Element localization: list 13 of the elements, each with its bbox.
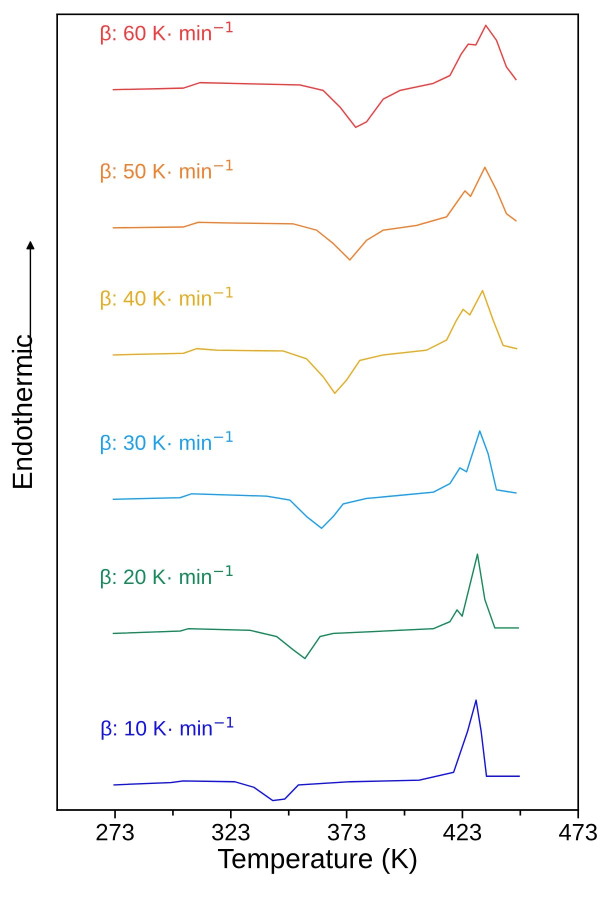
x-tick-label: 273 (96, 824, 134, 841)
x-tick-label: 323 (212, 824, 250, 841)
x-axis-title: Temperature (K) (218, 848, 416, 874)
series-label: β: 40 K· min$^{−1}$ (100, 286, 233, 310)
series-label: β: 60 K· min$^{−1}$ (100, 22, 233, 45)
text: β: 10 K· min$^{−1}$ (102, 716, 234, 740)
series-label: β: 50 K· min$^{−1}$ (100, 160, 233, 183)
series-label: β: 30 K· min$^{−1}$ (100, 431, 233, 454)
series-label: β: 20 K· min$^{−1}$ (100, 565, 233, 588)
x-tick-label: 473 (559, 824, 597, 841)
x-tick-label: 423 (443, 824, 482, 841)
x-tick-label: 373 (328, 824, 366, 841)
y-axis-title: Endothermic (12, 334, 32, 488)
